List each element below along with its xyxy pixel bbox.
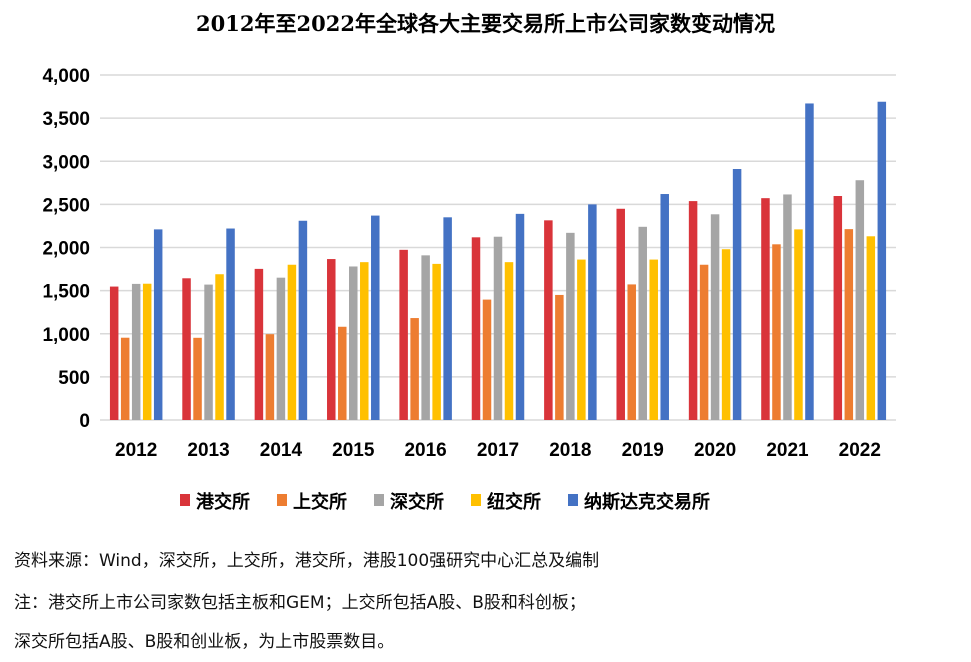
bar-纽交所-2017: [504, 262, 514, 420]
legend-label: 纳斯达克交易所: [584, 491, 710, 513]
bar-上交所-2022: [844, 229, 854, 420]
bar-深交所-2022: [855, 180, 865, 420]
bar-纳斯达克交易所-2012: [153, 229, 163, 420]
y-tick-label: 2,000: [42, 239, 90, 260]
legend-swatch: [277, 494, 287, 506]
bar-上交所-2017: [482, 299, 492, 420]
y-tick-label: 500: [58, 368, 90, 389]
bar-纽交所-2020: [721, 249, 731, 420]
bar-港交所-2017: [471, 237, 481, 420]
bar-深交所-2013: [204, 284, 213, 420]
bar-上交所-2018: [555, 294, 564, 420]
x-tick-label: 2016: [404, 440, 446, 461]
bar-上交所-2015: [338, 326, 347, 420]
bar-纳斯达克交易所-2015: [371, 215, 380, 420]
bar-纽交所-2015: [360, 262, 369, 420]
bar-纽交所-2016: [432, 263, 441, 420]
bar-纳斯达克交易所-2019: [660, 194, 669, 420]
chart-title: 2012年至2022年全球各大主要交易所上市公司家数变动情况: [196, 11, 775, 36]
bar-纳斯达克交易所-2017: [515, 213, 525, 420]
y-tick-label: 1,000: [42, 325, 90, 346]
legend-swatch: [471, 494, 481, 506]
y-tick-label: 4,000: [42, 66, 90, 87]
bar-纽交所-2012: [142, 283, 152, 420]
bar-上交所-2021: [772, 244, 781, 420]
y-tick-label: 3,000: [42, 152, 90, 173]
legend-label: 深交所: [390, 491, 444, 513]
bar-港交所-2018: [544, 220, 553, 420]
legend-label: 纽交所: [487, 491, 541, 513]
footnote-1: 注：港交所上市公司家数包括主板和GEM；上交所包括A股、B股和科创板；: [14, 593, 586, 613]
bar-港交所-2014: [254, 268, 264, 420]
bar-深交所-2014: [276, 277, 286, 420]
bar-纳斯达克交易所-2014: [298, 220, 308, 420]
bar-深交所-2015: [349, 266, 358, 420]
x-tick-label: 2017: [477, 440, 519, 461]
legend-swatch: [568, 494, 578, 506]
bar-深交所-2017: [493, 236, 503, 420]
legend-swatch: [180, 494, 190, 506]
bar-纳斯达克交易所-2016: [443, 217, 452, 420]
bar-港交所-2013: [182, 278, 191, 420]
bar-纽交所-2019: [649, 259, 658, 420]
x-tick-label: 2012: [115, 440, 157, 461]
x-tick-label: 2014: [260, 440, 303, 461]
bar-港交所-2015: [327, 259, 336, 420]
bar-纽交所-2021: [794, 229, 803, 420]
bar-深交所-2012: [131, 283, 141, 420]
legend-label: 上交所: [293, 491, 347, 513]
bar-纳斯达克交易所-2020: [732, 169, 742, 420]
x-tick-label: 2015: [332, 440, 375, 461]
x-tick-label: 2019: [622, 440, 664, 461]
x-tick-label: 2021: [766, 440, 809, 461]
y-tick-label: 2,500: [42, 195, 90, 216]
bar-深交所-2021: [783, 194, 792, 420]
bar-港交所-2021: [761, 198, 770, 420]
bar-上交所-2016: [410, 318, 419, 420]
bar-纳斯达克交易所-2021: [805, 103, 814, 421]
bar-港交所-2022: [833, 196, 843, 420]
x-tick-label: 2013: [187, 440, 229, 461]
y-tick-label: 1,500: [42, 282, 90, 303]
bar-上交所-2014: [265, 334, 275, 420]
x-tick-label: 2022: [839, 440, 881, 461]
bar-深交所-2016: [421, 255, 430, 420]
bar-纽交所-2013: [215, 274, 224, 420]
bar-港交所-2020: [688, 201, 698, 420]
legend-swatch: [374, 494, 384, 506]
y-tick-label: 3,500: [42, 109, 90, 130]
bar-港交所-2016: [399, 249, 408, 420]
bar-纽交所-2014: [287, 264, 297, 420]
bar-纽交所-2022: [866, 236, 876, 420]
bar-深交所-2018: [566, 232, 575, 420]
legend-label: 港交所: [196, 491, 250, 513]
footnote-2: 深交所包括A股、B股和创业板，为上市股票数目。: [14, 632, 395, 652]
bar-深交所-2019: [638, 226, 647, 420]
bar-港交所-2019: [616, 208, 625, 420]
bar-纳斯达克交易所-2018: [588, 204, 597, 420]
bar-港交所-2012: [109, 286, 119, 420]
source-note: 资料来源：Wind，深交所，上交所，港交所，港股100强研究中心汇总及编制: [14, 551, 600, 571]
bar-上交所-2012: [120, 337, 130, 420]
bar-上交所-2013: [193, 337, 202, 420]
x-tick-label: 2020: [694, 440, 736, 461]
bar-上交所-2019: [627, 284, 636, 420]
bar-深交所-2020: [710, 214, 720, 420]
bar-纽交所-2018: [577, 259, 586, 420]
bar-上交所-2020: [699, 264, 709, 420]
y-tick-label: 0: [79, 411, 90, 432]
bar-纳斯达克交易所-2013: [226, 228, 235, 420]
bar-纳斯达克交易所-2022: [877, 101, 887, 421]
x-tick-label: 2018: [549, 440, 591, 461]
